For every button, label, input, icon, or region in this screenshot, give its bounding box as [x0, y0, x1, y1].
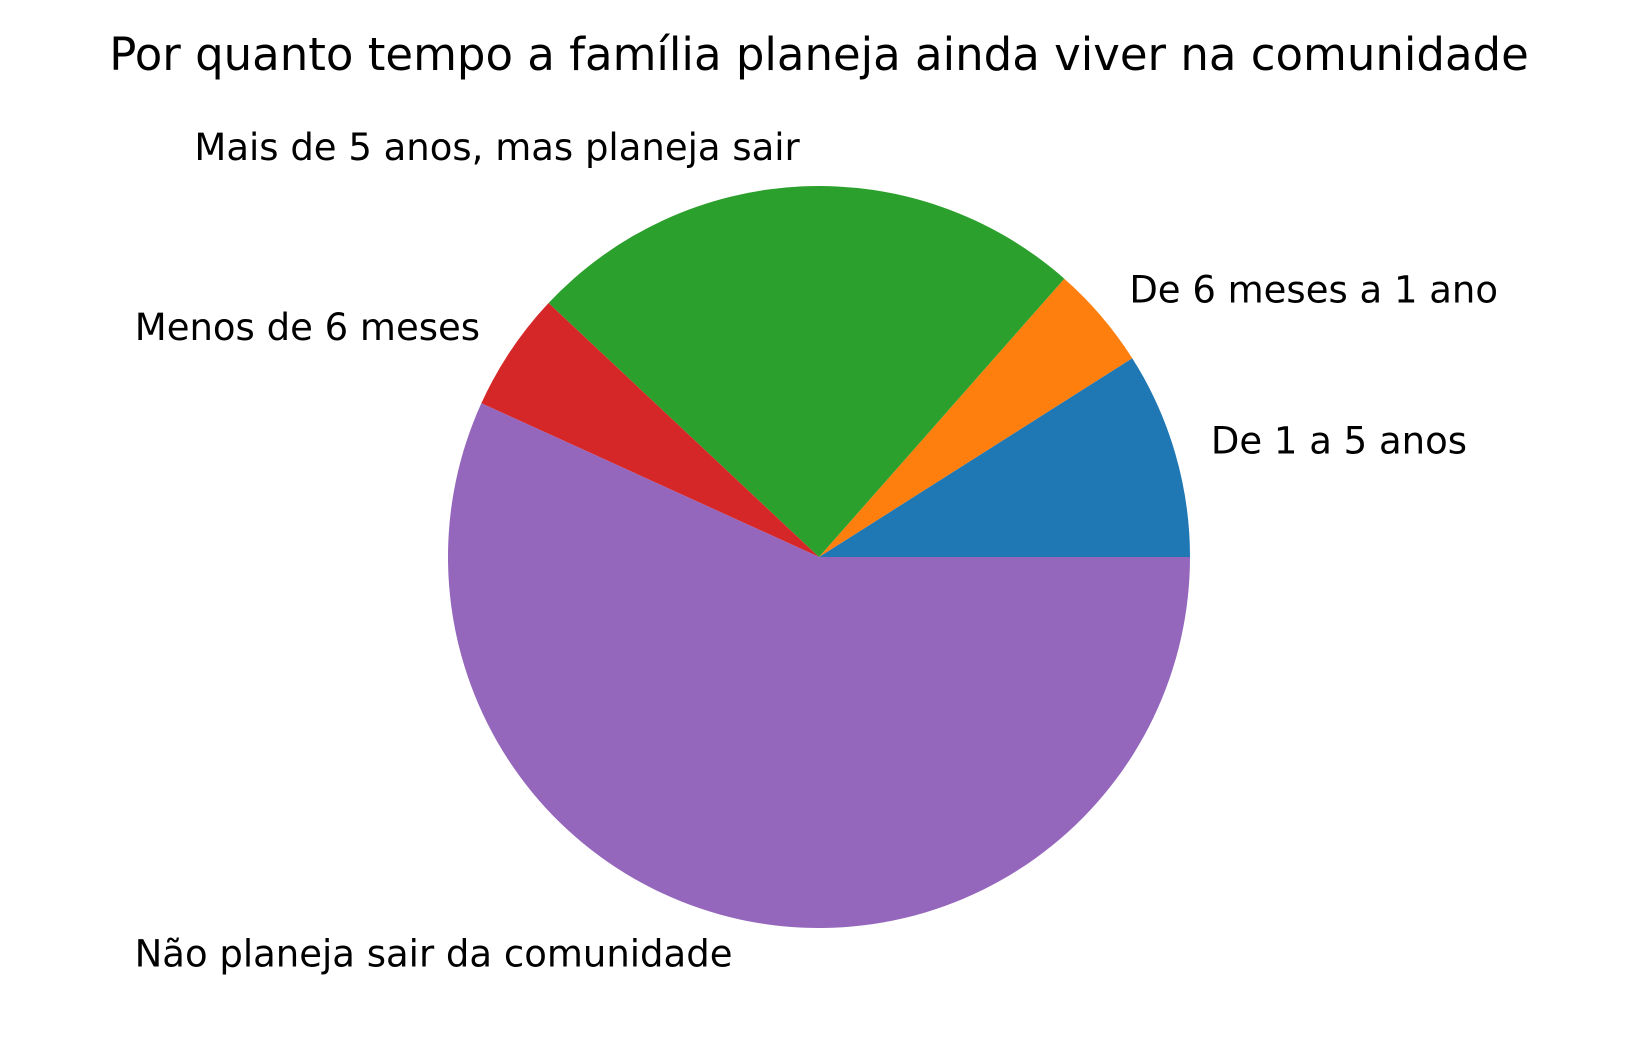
- slice-labels: De 1 a 5 anos De 6 meses a 1 ano Mais de 5…: [135, 126, 1498, 975]
- pie-slice-mais-de-5-anos-mas-planeja-sair: [548, 186, 1065, 557]
- slice-label-nao-planeja-sair-da-comunidade: Não planeja sair da comunidade: [135, 932, 733, 975]
- pie-slices: [448, 186, 1191, 928]
- chart-title: Por quanto tempo a família planeja ainda…: [109, 28, 1529, 81]
- pie-slice-de-1-a-5-anos: [819, 358, 1190, 557]
- slice-label-de-6-meses-a-1-ano: De 6 meses a 1 ano: [1129, 268, 1498, 311]
- pie-slice-menos-de-6-meses: [481, 303, 819, 557]
- pie-slice-de-6-meses-a-1-ano: [819, 278, 1133, 557]
- pie-slice-nao-planeja-sair-da-comunidade: [448, 403, 1191, 928]
- slice-label-mais-de-5-anos-mas-planeja-sair: Mais de 5 anos, mas planeja sair: [194, 126, 800, 169]
- slice-label-menos-de-6-meses: Menos de 6 meses: [135, 306, 480, 349]
- slice-label-de-1-a-5-anos: De 1 a 5 anos: [1211, 420, 1467, 463]
